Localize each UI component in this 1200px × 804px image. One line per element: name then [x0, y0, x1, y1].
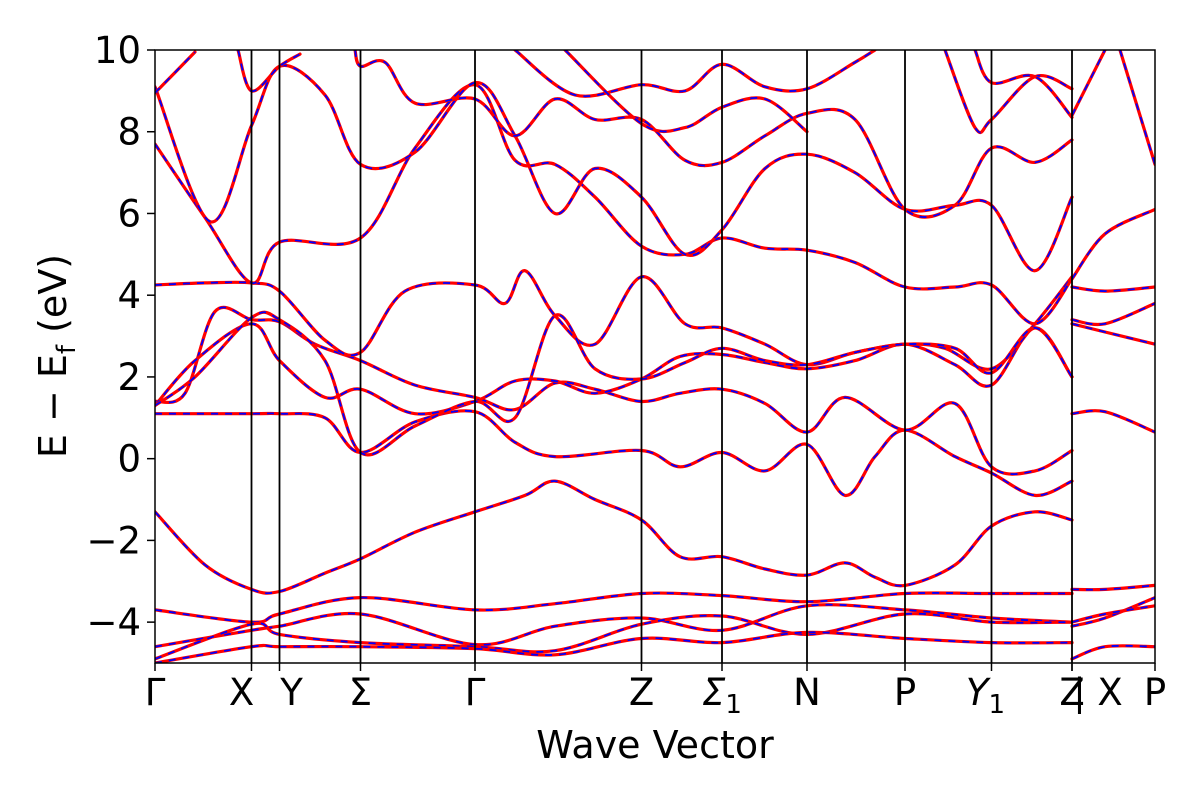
band-line-overlay-23	[1071, 208, 1155, 280]
band-line-overlay-22	[1071, 409, 1155, 433]
y-tick-label-0: −4	[86, 601, 141, 644]
x-tick-label-10: Z	[1059, 671, 1084, 714]
y-tick-label-4: 4	[117, 274, 141, 317]
band-line-overlay-20	[1071, 302, 1155, 326]
band-line-overlay-16	[564, 50, 808, 133]
band-line-overlay-7	[155, 311, 1073, 456]
band-line-overlay-13	[237, 50, 301, 92]
y-axis-label-main: E − E	[31, 354, 75, 458]
x-tick-label-9: Y1	[966, 671, 1005, 720]
band-line-overlay-28	[1071, 604, 1155, 623]
x-tick-label-6: Σ1	[702, 671, 742, 720]
band-line-overlay-27	[1071, 596, 1155, 628]
y-tick-label-6: 8	[117, 111, 141, 154]
band-line-overlay-2	[155, 306, 1073, 476]
band-line-overlay-5	[155, 83, 1073, 325]
band-line-0	[155, 479, 1074, 595]
band-line-overlay-1	[155, 409, 1073, 497]
band-line-1	[155, 409, 1074, 498]
band-line-overlay-19	[1071, 286, 1155, 293]
x-tick-label-11: | X	[1073, 671, 1123, 714]
band-line-14	[353, 50, 1074, 219]
band-line-overlay-6	[155, 64, 1073, 272]
x-tick-label-0: Γ	[145, 671, 166, 714]
y-tick-label-7: 10	[94, 29, 141, 72]
band-line-overlay-14	[354, 50, 1073, 218]
band-line-overlay-12	[155, 51, 196, 94]
band-line-3	[155, 322, 1074, 416]
x-tick-label-5: Z	[629, 671, 654, 714]
y-tick-label-1: −2	[86, 519, 141, 562]
y-tick-label-5: 6	[117, 192, 141, 235]
band-line-overlay-29	[1071, 644, 1155, 660]
x-tick-label-12: P	[1144, 671, 1166, 714]
y-tick-label-3: 2	[117, 356, 141, 399]
band-line-overlay-3	[155, 322, 1073, 415]
band-line-overlay-18	[974, 50, 1073, 119]
bands-layer	[155, 50, 1155, 663]
x-tick-label-7: N	[793, 671, 821, 714]
x-tick-label-4: Γ	[465, 671, 486, 714]
band-line-overlay-24	[1071, 50, 1106, 116]
y-axis-label-sub: f	[52, 344, 82, 354]
x-tick-label-8: P	[894, 671, 916, 714]
band-line-13	[236, 50, 302, 93]
band-line-7	[155, 310, 1074, 457]
x-axis-label: Wave Vector	[536, 723, 774, 767]
kpoint-lines	[250, 50, 1073, 663]
band-line-overlay-15	[514, 50, 876, 98]
x-tick-label-1: X	[229, 671, 254, 714]
y-axis-label: E − Ef (eV)	[31, 254, 82, 458]
y-axis: −4 −2 0 2 4 6 8 10	[86, 29, 155, 644]
y-axis-label-tail: (eV)	[31, 254, 75, 345]
x-tick-label-3: Σ	[349, 671, 372, 714]
y-tick-label-2: 0	[117, 438, 141, 481]
plot-frame	[154, 49, 1156, 664]
band-line-overlay-21	[1071, 322, 1155, 346]
x-tick-label-2: Y	[279, 671, 303, 714]
band-line-overlay-25	[1119, 50, 1155, 165]
band-line-23	[1070, 207, 1155, 281]
band-line-overlay-26	[1071, 584, 1155, 591]
band-line-15	[513, 50, 877, 98]
